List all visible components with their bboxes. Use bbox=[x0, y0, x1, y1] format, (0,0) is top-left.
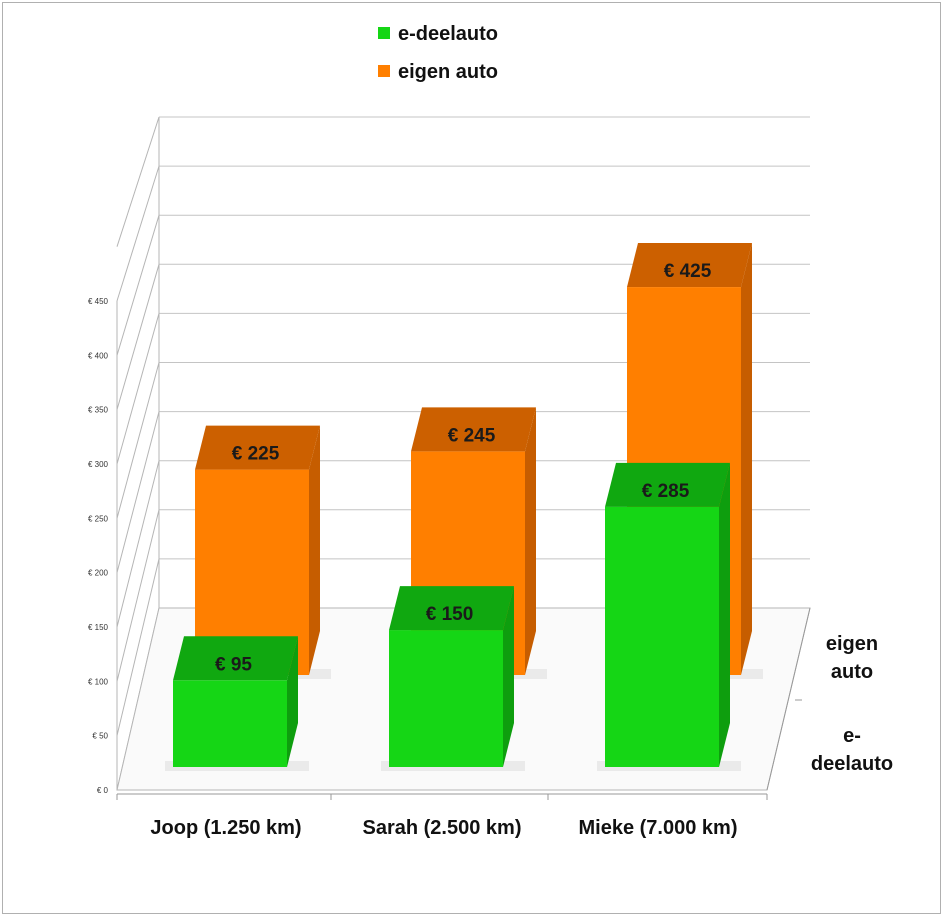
y-tick-label: € 400 bbox=[88, 351, 109, 360]
y-tick-label: € 350 bbox=[88, 406, 109, 415]
depth-label-eigen-auto: eigen auto bbox=[826, 633, 878, 683]
bar-e-deelauto-side bbox=[719, 462, 730, 767]
y-tick-label: € 450 bbox=[88, 297, 109, 306]
bar-eigen-auto-side bbox=[741, 243, 752, 675]
legend-swatch bbox=[378, 27, 390, 39]
legend: e-deelauto eigen auto bbox=[378, 23, 498, 83]
x-category-label: Sarah (2.500 km) bbox=[363, 817, 522, 839]
bar-eigen-auto-side bbox=[525, 407, 536, 675]
y-tick-label: € 100 bbox=[88, 677, 109, 686]
bar-e-deelauto-side bbox=[503, 586, 514, 767]
left-wall-gridline bbox=[116, 460, 160, 628]
left-wall-gridline bbox=[116, 264, 160, 410]
data-label: € 425 bbox=[664, 261, 712, 282]
depth-axis-labels: eigen auto e-deelauto bbox=[811, 633, 893, 775]
left-wall-gridline bbox=[116, 509, 160, 682]
legend-entry: e-deelauto bbox=[398, 23, 498, 45]
y-tick-label: € 250 bbox=[88, 514, 109, 523]
bar-eigen-auto-side bbox=[309, 425, 320, 675]
y-tick-label: € 300 bbox=[88, 460, 109, 469]
left-wall-gridline bbox=[116, 215, 160, 356]
left-wall-gridline bbox=[116, 362, 160, 519]
data-label: € 285 bbox=[642, 481, 690, 502]
series-e-deelauto: € 95 € 150 € 285 bbox=[165, 462, 741, 771]
depth-axis-line bbox=[766, 607, 811, 791]
bar-eigen-auto-top bbox=[195, 425, 320, 470]
bar-eigen-auto-top bbox=[627, 243, 752, 288]
y-axis-ticks: € 0 € 50 € 100 € 150 € 200 € 250 € 300 € 350 € 4… bbox=[88, 297, 109, 795]
bar-e-deelauto-front bbox=[605, 506, 719, 767]
y-tick-label: € 0 bbox=[97, 786, 109, 795]
bar-e-deelauto-top bbox=[173, 636, 298, 681]
bar-e-deelauto-front bbox=[173, 680, 287, 767]
x-category-label: Joop (1.250 km) bbox=[150, 817, 301, 839]
bar-e-deelauto-top bbox=[389, 586, 514, 631]
left-wall-gridline bbox=[116, 116, 160, 247]
left-wall-gridline bbox=[116, 558, 160, 736]
legend-swatch bbox=[378, 65, 390, 77]
left-wall-gridline bbox=[116, 165, 160, 302]
data-label: € 245 bbox=[448, 425, 496, 446]
bar-e-deelauto-top bbox=[605, 462, 730, 507]
y-tick-label: € 50 bbox=[92, 732, 108, 741]
data-label: € 150 bbox=[426, 604, 474, 625]
legend-entry: eigen auto bbox=[398, 61, 498, 83]
bar-eigen-auto-top bbox=[411, 407, 536, 452]
depth-label-e-deelauto: e-deelauto bbox=[811, 725, 893, 775]
left-wall-gridline bbox=[116, 313, 160, 465]
left-wall-gridline bbox=[116, 411, 160, 573]
bar-e-deelauto-side bbox=[287, 636, 298, 767]
bar-e-deelauto-front bbox=[389, 630, 503, 767]
data-label: € 95 bbox=[215, 654, 252, 675]
data-label: € 225 bbox=[232, 444, 280, 465]
y-tick-label: € 200 bbox=[88, 569, 109, 578]
x-category-label: Mieke (7.000 km) bbox=[579, 817, 738, 839]
y-tick-label: € 150 bbox=[88, 623, 109, 632]
x-axis-categories: Joop (1.250 km) Sarah (2.500 km) Mieke (7.… bbox=[150, 817, 737, 839]
